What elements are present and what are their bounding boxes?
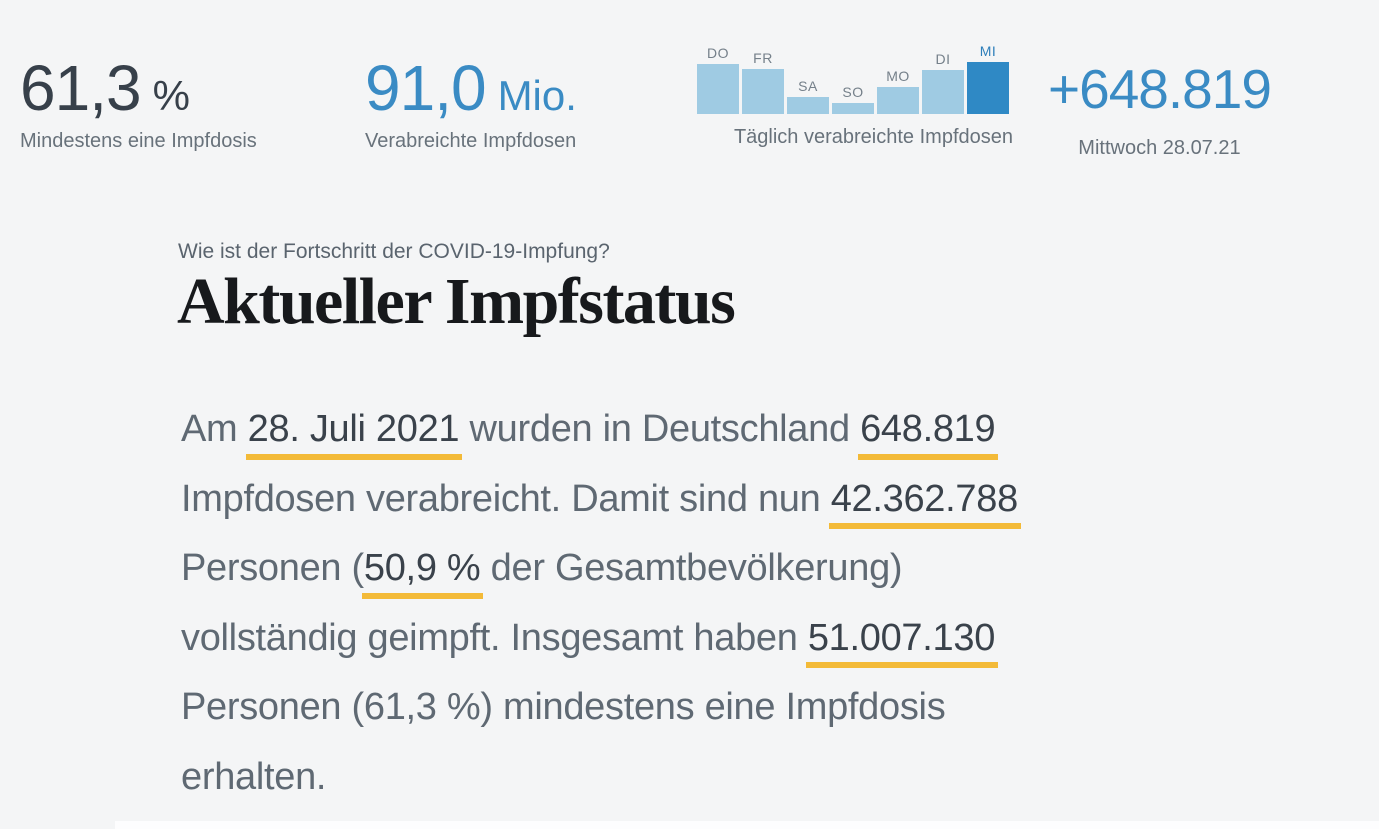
chart-bar-sa	[787, 97, 829, 114]
paragraph-line: Am 28. Juli 2021 wurden in Deutschland 6…	[181, 395, 1181, 465]
chart-bar-fr	[742, 69, 784, 114]
chart-column-do: DO	[697, 45, 739, 114]
highlighted-value: 50,9 %	[361, 547, 483, 599]
chart-day-label-mo: MO	[886, 68, 910, 84]
paragraph-line: erhalten.	[181, 743, 1181, 813]
stat-first-dose-unit: %	[152, 72, 190, 119]
paragraph-text: der Gesamtbevölkerung)	[480, 547, 903, 589]
chart-bar-mo	[877, 87, 919, 114]
paragraph-line: Impfdosen verabreicht. Damit sind nun 42…	[181, 465, 1181, 535]
daily-doses-chart-bars: DO FR SA SO MO DI MI	[697, 43, 1013, 114]
highlighted-value: 42.362.788	[828, 477, 1022, 529]
paragraph-text: Personen (61,3 %) mindestens eine Impfdo…	[181, 686, 946, 728]
daily-doses-chart: DO FR SA SO MO DI MI Täglich verabreichte Impf…	[697, 43, 1013, 149]
chart-day-label-so: SO	[842, 84, 864, 100]
chart-column-di: DI	[922, 51, 964, 114]
chart-day-label-fr: FR	[753, 50, 773, 66]
stat-total-doses-value-line: 91,0 Mio.	[365, 55, 577, 121]
chart-bar-mi	[967, 62, 1009, 114]
stat-first-dose-value: 61,3	[20, 52, 142, 124]
chart-day-label-sa: SA	[798, 78, 818, 94]
paragraph-line: vollständig geimpft. Insgesamt haben 51.…	[181, 604, 1181, 674]
chart-day-label-do: DO	[707, 45, 729, 61]
stat-first-dose-label: Mindestens eine Impfdosis	[20, 130, 257, 152]
daily-doses-chart-caption: Täglich verabreichte Impfdosen	[733, 126, 1013, 148]
stat-total-doses-label: Verabreichte Impfdosen	[365, 130, 577, 152]
chart-bar-do	[697, 64, 739, 114]
paragraph-text: Impfdosen verabreicht. Damit sind nun	[181, 477, 831, 520]
chart-day-label-di: DI	[935, 51, 951, 67]
chart-column-mo: MO	[877, 68, 919, 114]
stat-first-dose-value-line: 61,3 %	[20, 55, 257, 121]
chart-column-mi: MI	[967, 43, 1009, 114]
article-kicker: Wie ist der Fortschritt der COVID-19-Imp…	[178, 240, 610, 263]
stat-total-doses-unit: Mio.	[497, 72, 577, 119]
chart-bar-so	[832, 103, 874, 114]
chart-column-so: SO	[832, 84, 874, 114]
stat-total-doses: 91,0 Mio. Verabreichte Impfdosen	[365, 55, 577, 153]
highlighted-value: 648.819	[858, 408, 999, 460]
article-paragraph: Am 28. Juli 2021 wurden in Deutschland 6…	[181, 395, 1181, 812]
highlighted-value: 28. Juli 2021	[245, 408, 462, 460]
stat-daily-new-label: Mittwoch 28.07.21	[1078, 137, 1241, 159]
chart-column-fr: FR	[742, 50, 784, 114]
highlighted-value: 51.007.130	[805, 616, 999, 668]
stat-daily-new: +648.819 Mittwoch 28.07.21	[1048, 58, 1272, 160]
next-section-edge	[115, 821, 1379, 829]
stat-daily-new-value: +648.819	[1048, 58, 1272, 120]
paragraph-text: Am	[181, 408, 248, 450]
paragraph-text: vollständig geimpft. Insgesamt haben	[181, 616, 808, 659]
paragraph-text: erhalten.	[181, 755, 327, 798]
chart-day-label-mi: MI	[979, 43, 997, 59]
article-title: Aktueller Impfstatus	[177, 265, 736, 338]
chart-column-sa: SA	[787, 78, 829, 114]
chart-bar-di	[922, 70, 964, 114]
paragraph-line: Personen (61,3 %) mindestens eine Impfdo…	[181, 673, 1181, 743]
paragraph-text: Personen (	[181, 547, 364, 589]
paragraph-line: Personen (50,9 % der Gesamtbevölkerung)	[181, 534, 1181, 604]
stat-total-doses-value: 91,0	[365, 52, 487, 124]
stat-daily-new-value-line: +648.819	[1048, 58, 1272, 126]
stat-first-dose: 61,3 % Mindestens eine Impfdosis	[20, 55, 257, 153]
paragraph-text: wurden in Deutschland	[459, 408, 861, 450]
